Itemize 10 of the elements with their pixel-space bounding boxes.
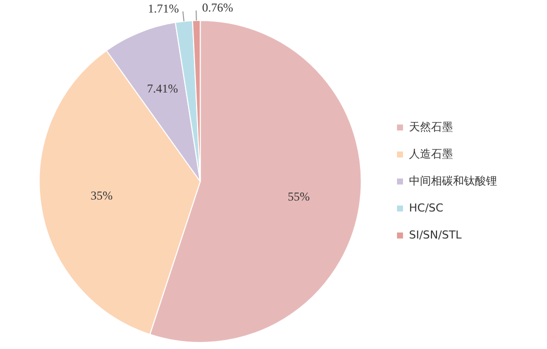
legend-label: SI/SN/STL [409,228,463,242]
legend-label: HC/SC [409,201,444,214]
legend-label: 天然石墨 [409,120,453,134]
data-label: 55% [288,189,310,204]
data-label: 35% [90,188,113,203]
data-label: 7.41% [146,81,178,96]
legend-label: 人造石墨 [409,147,453,160]
data-label: 0.76% [202,0,234,15]
legend-label: 中间相碳和钛酸锂 [409,174,497,188]
data-label: 1.71% [148,2,179,16]
